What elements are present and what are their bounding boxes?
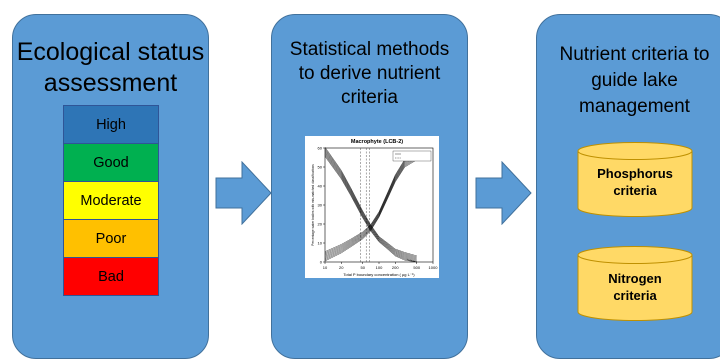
class-good: Good (63, 143, 159, 182)
title-line: Ecological status (16, 38, 205, 66)
x-tick-label: 10 (323, 265, 328, 270)
chart-title: Macrophyte (LCB-2) (351, 139, 403, 145)
series-line (324, 154, 417, 256)
ecological-status-panel: Ecological status assessment High Good M… (12, 14, 209, 359)
series-line (324, 151, 417, 252)
right-arrow-icon (475, 161, 532, 225)
y-axis-label: Percentage water bodies with mis-matched… (311, 164, 315, 246)
series-line (324, 149, 417, 259)
x-tick-label: 20 (339, 265, 344, 270)
series-line (324, 148, 417, 258)
y-tick-label: 30 (318, 203, 323, 208)
title-line: criteria (340, 87, 398, 108)
phosphorus-criteria-cylinder: Phosphorus criteria (577, 142, 693, 218)
cylinder-icon (577, 246, 693, 321)
title-line: guide lake (591, 70, 678, 91)
cylinder-label: Phosphorus criteria (577, 165, 693, 199)
class-high: High (63, 105, 159, 144)
panel-title: Nutrient criteria to guide lake manageme… (537, 42, 720, 120)
chart-svg: Macrophyte (LCB-2) Total P boundary conc… (311, 139, 439, 277)
title-line: assessment (43, 69, 178, 97)
y-tick-label: 10 (318, 241, 323, 246)
x-tick-label: 500 (413, 265, 420, 270)
series-line (324, 147, 417, 257)
title-line: management (579, 96, 690, 117)
class-moderate: Moderate (63, 181, 159, 220)
plot-frame (324, 147, 434, 263)
series-line (324, 151, 417, 261)
y-tick-label: 20 (318, 222, 323, 227)
title-line: Statistical methods (289, 39, 450, 60)
class-bad: Bad (63, 257, 159, 296)
y-tick-label: 0 (320, 260, 323, 265)
series-line (324, 159, 417, 262)
label-line: Nitrogen (608, 271, 662, 286)
label-line: criteria (613, 183, 657, 198)
cylinder-icon (577, 142, 693, 217)
series-line (324, 152, 417, 262)
class-poor: Poor (63, 219, 159, 258)
legend-box (392, 150, 432, 162)
series-line (324, 153, 417, 263)
series-line (324, 157, 417, 259)
label-line: Phosphorus (597, 166, 673, 181)
panel-title: Statistical methods to derive nutrient c… (272, 38, 467, 110)
series-line (324, 152, 417, 254)
series-line (324, 156, 417, 258)
x-tick-label: 50 (361, 265, 366, 270)
statistical-methods-panel: Statistical methods to derive nutrient c… (271, 14, 468, 359)
y-tick-label: 50 (318, 165, 323, 170)
x-axis-label: Total P boundary concentration ( µg L⁻¹) (343, 272, 415, 277)
panel-title: Ecological status assessment (13, 37, 208, 99)
y-tick-label: 60 (318, 146, 323, 151)
x-tick-label: 100 (376, 265, 383, 270)
x-tick-label: 200 (392, 265, 399, 270)
right-arrow-icon (215, 161, 272, 225)
nutrient-criteria-panel: Nutrient criteria to guide lake manageme… (536, 14, 720, 359)
label-line: criteria (613, 288, 657, 303)
cylinder-label: Nitrogen criteria (577, 270, 693, 304)
x-tick-label: 1000 (429, 265, 439, 270)
status-class-scale: High Good Moderate Poor Bad (63, 105, 159, 296)
series-line (324, 158, 417, 260)
series-line (324, 155, 417, 263)
series-line (324, 150, 417, 260)
series-line (324, 155, 417, 257)
series-line (324, 156, 417, 263)
nitrogen-criteria-cylinder: Nitrogen criteria (577, 246, 693, 322)
y-tick-label: 40 (318, 184, 323, 189)
title-line: Nutrient criteria to (559, 44, 710, 65)
series-line (324, 153, 417, 255)
misclassification-chart: Macrophyte (LCB-2) Total P boundary conc… (305, 136, 439, 278)
title-line: to derive nutrient (298, 63, 441, 84)
